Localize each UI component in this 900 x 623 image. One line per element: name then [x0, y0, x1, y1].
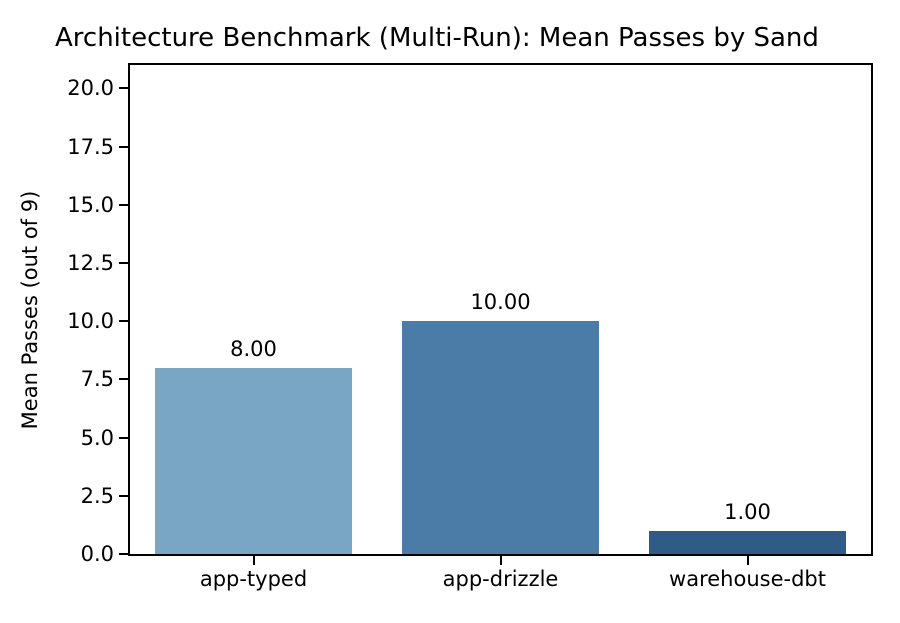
y-tick-mark [119, 145, 128, 148]
bar [648, 530, 847, 554]
y-tick-label: 0.0 [80, 542, 114, 566]
y-tick-mark [119, 436, 128, 439]
x-tick-mark [499, 556, 502, 565]
y-tick-label: 17.5 [67, 134, 114, 159]
y-tick-label: 7.5 [80, 367, 114, 392]
y-tick-mark [119, 203, 128, 206]
y-tick-mark [119, 261, 128, 264]
y-tick-mark [119, 553, 128, 555]
x-tick-mark [252, 556, 255, 565]
y-axis-label: Mean Passes (out of 9) [18, 190, 42, 430]
bar [154, 367, 353, 554]
x-tick-label: app-typed [199, 567, 308, 591]
plot-area: 0.0 2.5 5.0 7.5 10.0 12.5 15.0 17.5 20.0 8.00 app-… [67, 63, 873, 591]
chart-title: Architecture Benchmark (Multi-Run): Mean… [55, 23, 819, 53]
y-tick-label: 2.5 [80, 483, 114, 508]
bar-value-label: 10.00 [470, 290, 531, 315]
x-tick-mark [746, 556, 749, 565]
x-tick-label: app-drizzle [442, 567, 559, 591]
y-tick-label: 12.5 [67, 250, 114, 275]
y-tick-label: 5.0 [80, 425, 114, 450]
y-tick-label: 20.0 [67, 76, 114, 101]
y-tick-label: 15.0 [67, 192, 114, 217]
y-tick-label: 10.0 [67, 309, 114, 334]
x-tick-label: warehouse-dbt [669, 567, 826, 591]
y-tick-mark [119, 320, 128, 323]
bar-value-label: 1.00 [724, 499, 771, 524]
y-tick-mark [119, 87, 128, 90]
y-tick-mark [119, 378, 128, 381]
bar-value-label: 8.00 [230, 336, 277, 361]
bar [401, 321, 600, 554]
y-tick-mark [119, 494, 128, 497]
